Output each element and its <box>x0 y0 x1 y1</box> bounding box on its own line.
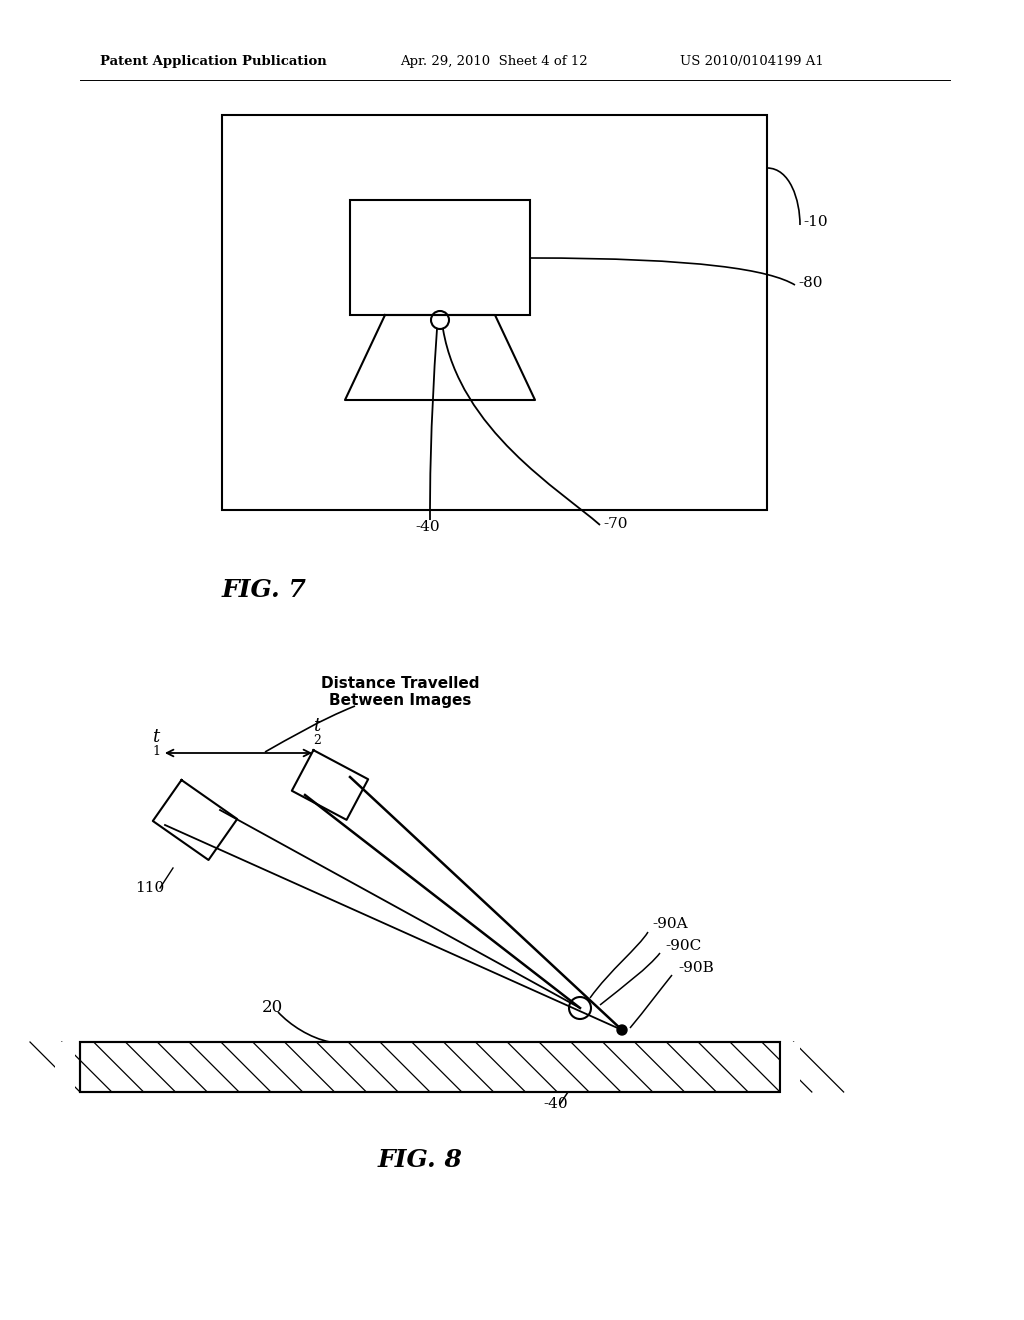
Text: 110: 110 <box>135 880 164 895</box>
Bar <box>780 1041 800 1094</box>
Text: -40: -40 <box>543 1097 567 1111</box>
Text: t: t <box>152 729 160 746</box>
Text: -90C: -90C <box>665 939 701 953</box>
Bar <box>80 1041 780 1092</box>
Text: Apr. 29, 2010  Sheet 4 of 12: Apr. 29, 2010 Sheet 4 of 12 <box>400 55 588 69</box>
Text: Patent Application Publication: Patent Application Publication <box>100 55 327 69</box>
Text: 20: 20 <box>262 999 284 1016</box>
Bar <box>80 1041 780 1092</box>
Circle shape <box>617 1026 627 1035</box>
Text: -90A: -90A <box>652 917 688 931</box>
Text: US 2010/0104199 A1: US 2010/0104199 A1 <box>680 55 823 69</box>
Text: 1: 1 <box>152 744 160 758</box>
Text: -90B: -90B <box>678 961 714 975</box>
Text: t: t <box>313 717 321 735</box>
Text: FIG. 7: FIG. 7 <box>222 578 307 602</box>
Text: -40: -40 <box>415 520 439 535</box>
Text: -70: -70 <box>603 517 628 531</box>
Text: Distance Travelled
Between Images: Distance Travelled Between Images <box>321 676 479 709</box>
Text: 2: 2 <box>313 734 321 747</box>
Bar <box>55 1041 75 1094</box>
Bar <box>350 201 530 315</box>
Text: -80: -80 <box>798 276 822 290</box>
Bar <box>222 115 767 510</box>
Text: -10: -10 <box>803 215 827 228</box>
Text: FIG. 8: FIG. 8 <box>378 1148 463 1172</box>
